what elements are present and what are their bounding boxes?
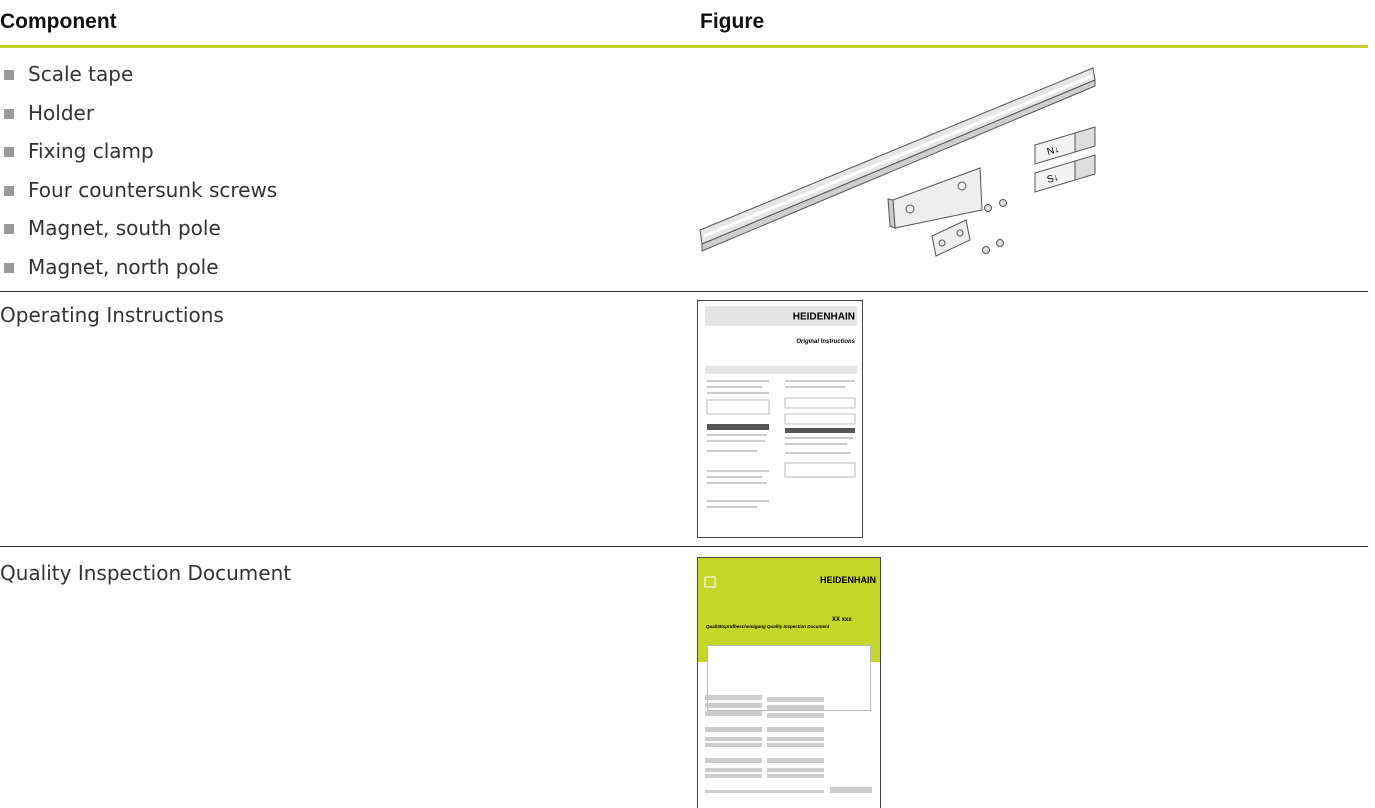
bullet	[4, 224, 14, 234]
row-rule	[0, 291, 1368, 292]
component-cell: Quality Inspection Document	[0, 561, 292, 585]
row-rule	[0, 546, 1368, 547]
header-rule	[0, 45, 1368, 48]
bullet	[4, 185, 14, 196]
bullet	[4, 108, 14, 119]
doc-brand: HEIDENHAIN	[793, 312, 855, 323]
bullet	[4, 262, 14, 273]
bullet	[4, 70, 14, 80]
quality-document-figure	[697, 557, 881, 808]
item-text: Holder	[28, 100, 95, 125]
item-text: Scale tape	[28, 62, 134, 86]
operating-instructions-figure	[697, 300, 863, 538]
item-text: Four countersunk screws	[28, 177, 278, 202]
item-text: Magnet, north pole	[28, 254, 219, 279]
doc-label: Quality Inspection Document	[767, 624, 830, 629]
magnet-label: N↓	[1046, 144, 1061, 158]
doc-brand: HEIDENHAIN	[820, 575, 876, 585]
item-text: Fixing clamp	[28, 139, 154, 163]
item-text: Magnet, south pole	[28, 216, 221, 240]
bullet	[4, 147, 14, 157]
doc-label: Qualitätsprüfbescheinigung	[706, 624, 766, 629]
doc-label: XX xxx	[832, 617, 852, 623]
header-component: Component	[0, 10, 117, 33]
component-cell: Operating Instructions	[0, 303, 224, 327]
doc-subtitle: Original Instructions	[796, 339, 855, 345]
magnet-label: S↓	[1046, 172, 1060, 186]
header-figure: Figure	[700, 10, 765, 33]
scale-tape-figure	[699, 67, 1096, 257]
